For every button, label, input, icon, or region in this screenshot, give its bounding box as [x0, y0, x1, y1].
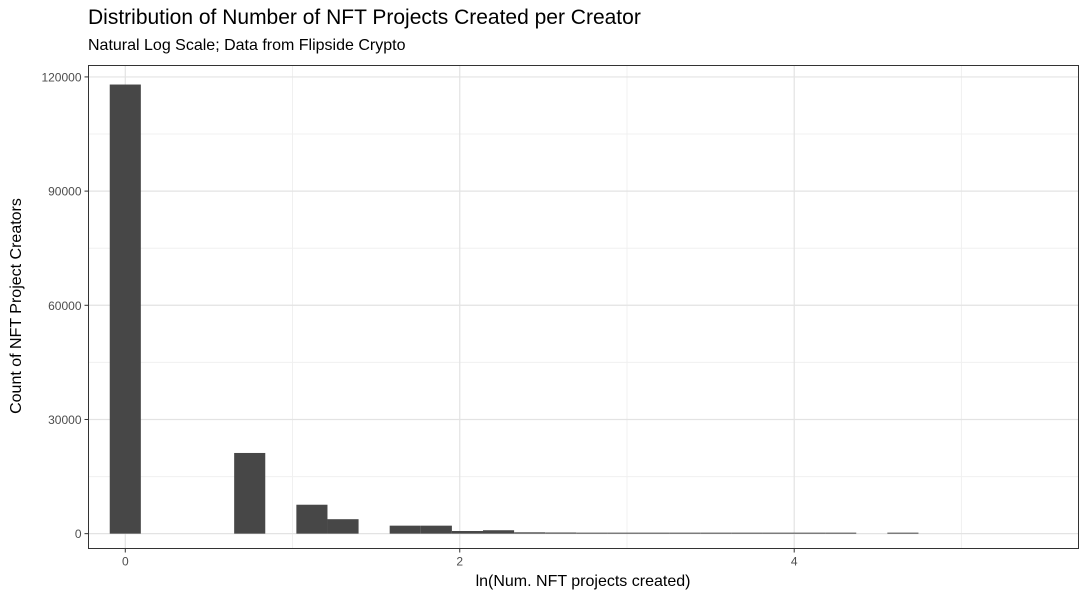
histogram-bar [638, 532, 670, 534]
histogram-bar [887, 532, 919, 534]
x-tick-label: 4 [791, 555, 798, 569]
histogram-bar [420, 525, 452, 534]
x-tick-label: 2 [456, 555, 463, 569]
y-tick-label: 30000 [48, 413, 82, 427]
histogram-bar [731, 532, 763, 534]
histogram-bar [576, 532, 608, 534]
y-tick-label: 120000 [41, 70, 81, 84]
histogram-bar [327, 519, 359, 534]
histogram-bar [669, 532, 701, 534]
y-tick-label: 90000 [48, 185, 82, 199]
histogram-bar [700, 532, 732, 534]
histogram-bar [109, 84, 141, 534]
x-axis-title: ln(Num. NFT projects created) [475, 573, 691, 590]
histogram-bar [545, 532, 577, 534]
histogram-bar [794, 532, 826, 534]
histogram-bar [762, 532, 795, 534]
chart-title: Distribution of Number of NFT Projects C… [88, 6, 641, 29]
histogram-bar [514, 532, 546, 534]
histogram-bar [825, 532, 857, 534]
plot-panel-border [88, 65, 1079, 549]
histogram-bar [482, 530, 515, 534]
histogram-bar [451, 530, 483, 534]
x-tick-label: 0 [122, 555, 129, 569]
histogram-bar [234, 452, 266, 534]
histogram-bar [296, 504, 328, 534]
histogram-bar [607, 532, 639, 534]
chart-subtitle: Natural Log Scale; Data from Flipside Cr… [88, 37, 406, 54]
y-tick-label: 60000 [48, 299, 82, 313]
y-tick-label: 0 [75, 527, 82, 541]
histogram-bar [389, 525, 421, 534]
